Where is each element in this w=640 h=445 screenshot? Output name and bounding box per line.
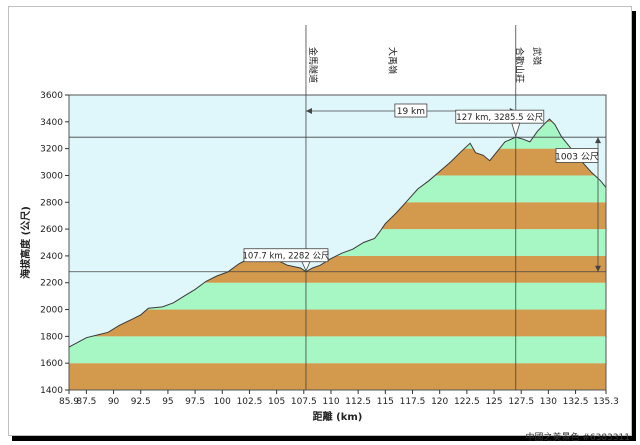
y-tick-label: 2000 bbox=[40, 306, 63, 316]
elevation-label-box bbox=[555, 148, 599, 163]
terrain-band bbox=[69, 363, 606, 390]
terrain-band bbox=[69, 309, 606, 337]
x-tick-label: 112.5 bbox=[345, 397, 371, 407]
elevation-arrow-head-bottom bbox=[595, 265, 601, 272]
plot-border bbox=[68, 94, 607, 391]
y-axis-label: 海拔高度 (公尺) bbox=[19, 206, 32, 279]
profile-line bbox=[68, 118, 607, 391]
axes: 1400 1600 1800 2000 2200 2400 2600 2800 3000 3200… bbox=[19, 91, 619, 423]
x-tick-label: 102.5 bbox=[237, 397, 263, 407]
x-axis-label: 距離 (km) bbox=[313, 410, 363, 423]
y-tick-label: 2400 bbox=[40, 252, 63, 262]
x-tick-label: 117.5 bbox=[400, 397, 426, 407]
x-tick-label: 95 bbox=[162, 397, 173, 407]
distance-label: 19 km bbox=[397, 107, 425, 117]
distance-label-box bbox=[394, 103, 428, 118]
y-tick-label: 1400 bbox=[40, 386, 63, 396]
x-tick-label: 122.5 bbox=[454, 397, 480, 407]
overlays: 19 km 1003 公尺 107.7 km, 2282 公尺 127 km, 328… bbox=[69, 25, 606, 390]
x-tick-label: 100 bbox=[214, 397, 231, 407]
point-annotation-label: 127 km, 3285.5 公尺 bbox=[456, 113, 543, 123]
point-annotation-pointer bbox=[511, 122, 521, 138]
place-marker-label: 合歡山莊 bbox=[514, 47, 526, 83]
place-marker-label: 金馬隧道 bbox=[307, 47, 319, 83]
distance-arrow-head-left bbox=[305, 108, 312, 114]
x-tick-label: 85.9 bbox=[59, 397, 79, 407]
y-tick-label: 3400 bbox=[40, 118, 63, 128]
x-tick-label: 130 bbox=[540, 397, 557, 407]
x-tick-label: 90 bbox=[108, 397, 120, 407]
watermark: 中國之美景色 #6383311 bbox=[525, 433, 631, 443]
y-tick-label: 3000 bbox=[40, 171, 63, 181]
x-tick-label: 125 bbox=[485, 397, 502, 407]
x-tick-label: 135.3 bbox=[593, 397, 619, 407]
x-tick-label: 115 bbox=[377, 397, 394, 407]
x-tick-label: 97.5 bbox=[185, 397, 205, 407]
point-annotation-box bbox=[243, 248, 329, 263]
elevation-profile-chart: 1400 1600 1800 2000 2200 2400 2600 2800 3000 3200… bbox=[19, 25, 619, 423]
terrain-band bbox=[69, 336, 606, 364]
x-tick-label: 92.5 bbox=[131, 397, 151, 407]
x-tick-label: 132.5 bbox=[563, 397, 589, 407]
y-tick-label: 2800 bbox=[40, 198, 63, 208]
y-tick-label: 2600 bbox=[40, 225, 63, 235]
y-tick-label: 2200 bbox=[40, 279, 63, 289]
place-marker-label: 大禹嶺 bbox=[386, 47, 398, 74]
y-tick-label: 3200 bbox=[40, 145, 63, 155]
y-tick-label: 3600 bbox=[40, 91, 63, 101]
x-tick-label: 105 bbox=[268, 397, 285, 407]
y-tick-label: 1800 bbox=[40, 332, 63, 342]
place-marker-label: 武嶺 bbox=[531, 47, 543, 65]
x-tick-label: 107.5 bbox=[291, 397, 317, 407]
elevation-difference-label: 1003 公尺 bbox=[555, 151, 599, 162]
y-tick-label: 1600 bbox=[40, 359, 63, 369]
point-annotation-pointer bbox=[301, 261, 311, 272]
plot-area bbox=[68, 95, 607, 391]
x-tick-label: 120 bbox=[431, 397, 448, 407]
x-tick-label: 127.5 bbox=[508, 397, 534, 407]
point-annotation-box bbox=[455, 109, 545, 124]
x-tick-label: 110 bbox=[322, 397, 339, 407]
elevation-arrow-head-top bbox=[595, 137, 601, 144]
x-tick-label: 87.5 bbox=[76, 397, 96, 407]
point-annotation-label: 107.7 km, 2282 公尺 bbox=[242, 252, 329, 262]
chart-frame: 1400 1600 1800 2000 2200 2400 2600 2800 3000 3200… bbox=[8, 6, 632, 436]
